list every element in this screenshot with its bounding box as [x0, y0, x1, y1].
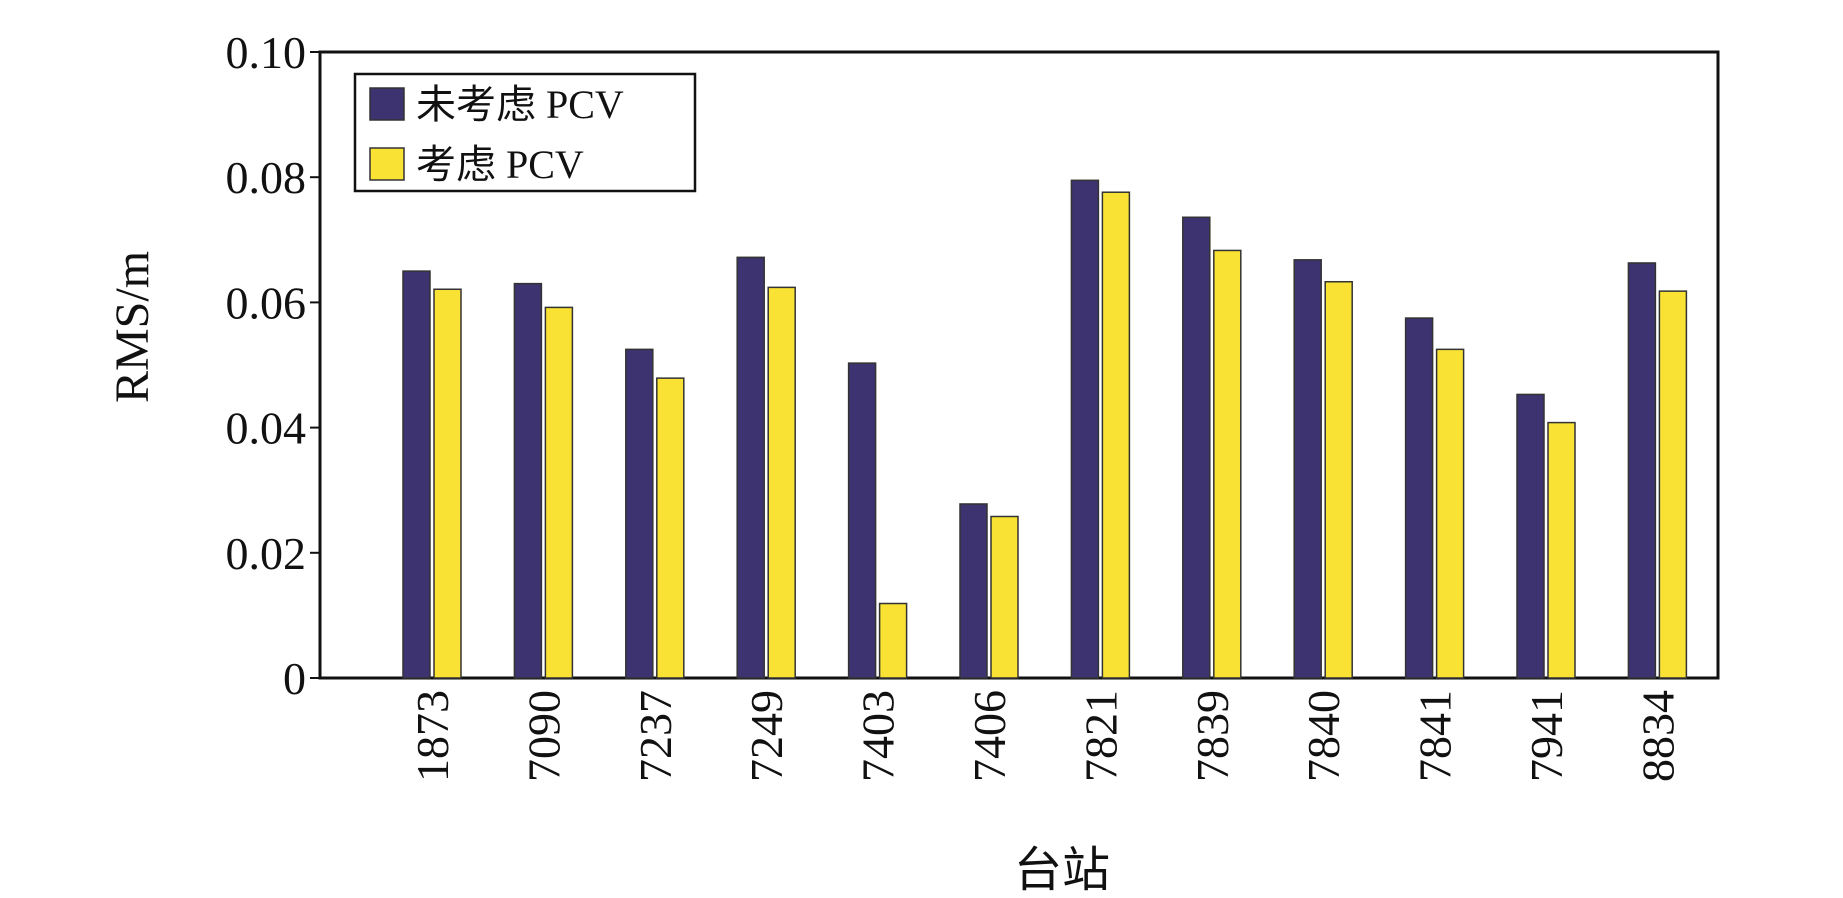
x-tick-label: 7403 [853, 690, 904, 782]
x-tick-label: 7941 [1521, 690, 1572, 782]
bar-without-pcv [1182, 216, 1211, 679]
bar-without-pcv [513, 282, 543, 679]
x-axis: 1873 7090 7237 7249 7403 7406 7821 7839 7840 7841… [407, 690, 1683, 782]
y-tick-label: 0.06 [226, 277, 307, 328]
bar-without-pcv [736, 256, 765, 679]
bar-with-pcv [1435, 348, 1465, 679]
x-tick-label: 7237 [630, 690, 681, 782]
legend: 未考虑 PCV 考虑 PCV [353, 72, 697, 193]
bar-without-pcv [1070, 179, 1100, 679]
bar-with-pcv [1547, 421, 1576, 679]
bar-with-pcv [656, 377, 685, 679]
x-tick-label: 7090 [518, 690, 569, 782]
bar-series-group [402, 179, 1688, 679]
legend-box [353, 72, 697, 193]
x-tick-label: 1873 [407, 690, 458, 782]
x-tick-label: 7840 [1298, 690, 1349, 782]
y-tick-label: 0.10 [226, 27, 307, 78]
bar-with-pcv [1324, 280, 1353, 679]
y-tick-label: 0 [283, 653, 306, 704]
x-tick-label: 7406 [964, 690, 1015, 782]
legend-swatch-series-1 [369, 87, 405, 121]
legend-label-series-2: 考虑 PCV [416, 142, 584, 187]
y-tick-label: 0.08 [226, 152, 307, 203]
plot-frame [318, 50, 1720, 680]
bar-without-pcv [847, 362, 877, 679]
x-axis-title: 台站 [1014, 844, 1110, 897]
bar-with-pcv [1101, 191, 1131, 679]
bar-with-pcv [878, 602, 908, 679]
x-tick-label: 8834 [1632, 690, 1683, 782]
bar-without-pcv [625, 348, 654, 679]
bar-without-pcv [402, 270, 431, 679]
bar-with-pcv [767, 286, 796, 679]
legend-swatch-series-2 [369, 147, 405, 181]
bar-without-pcv [959, 503, 988, 679]
x-tick-label: 7841 [1410, 690, 1461, 782]
y-axis: 0 0.02 0.04 0.06 0.08 0.10 [226, 27, 320, 704]
bar-with-pcv [1658, 290, 1688, 679]
bar-with-pcv [433, 288, 462, 679]
x-tick-label: 7249 [741, 690, 792, 782]
bar-without-pcv [1516, 393, 1545, 679]
bar-with-pcv [990, 515, 1019, 679]
bar-without-pcv [1627, 262, 1657, 679]
bar-with-pcv [544, 306, 574, 679]
bar-without-pcv [1293, 259, 1322, 679]
bar-with-pcv [1213, 249, 1242, 679]
bar-without-pcv [1404, 317, 1434, 679]
x-tick-label: 7821 [1075, 690, 1126, 782]
y-tick-label: 0.04 [226, 403, 307, 454]
legend-label-series-1: 未考虑 PCV [416, 82, 624, 127]
y-axis-title: RMS/m [106, 251, 159, 403]
x-tick-label: 7839 [1187, 690, 1238, 782]
y-tick-label: 0.02 [226, 528, 307, 579]
